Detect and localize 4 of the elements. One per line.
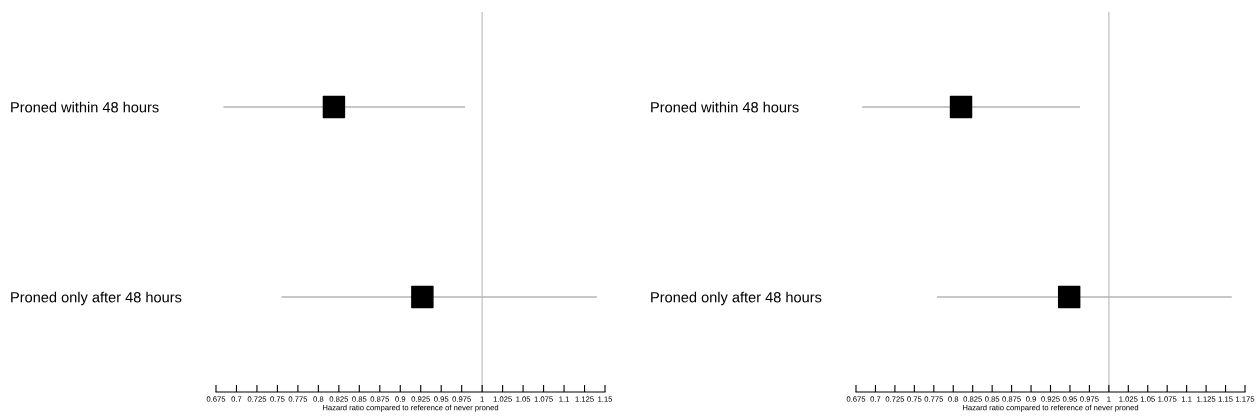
y-tick-label: Proned only after 48 hours xyxy=(651,291,822,306)
y-tick-label: Proned within 48 hours xyxy=(11,101,159,113)
y-tick-label: Proned only after 48 hours xyxy=(11,291,182,306)
y-tick-label: Proned within 48 hours xyxy=(651,101,799,113)
